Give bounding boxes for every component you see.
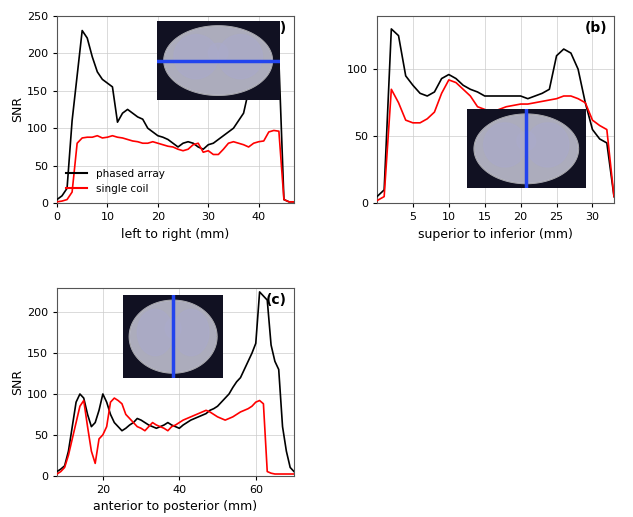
X-axis label: superior to inferior (mm): superior to inferior (mm): [418, 228, 573, 241]
X-axis label: left to right (mm): left to right (mm): [122, 228, 230, 241]
Text: (a): (a): [265, 21, 287, 35]
Y-axis label: SNR: SNR: [11, 96, 24, 123]
Y-axis label: SNR: SNR: [11, 369, 24, 395]
X-axis label: anterior to posterior (mm): anterior to posterior (mm): [94, 500, 258, 513]
Text: (b): (b): [584, 21, 607, 35]
Text: (c): (c): [266, 294, 287, 308]
Legend: phased array, single coil: phased array, single coil: [62, 164, 168, 198]
